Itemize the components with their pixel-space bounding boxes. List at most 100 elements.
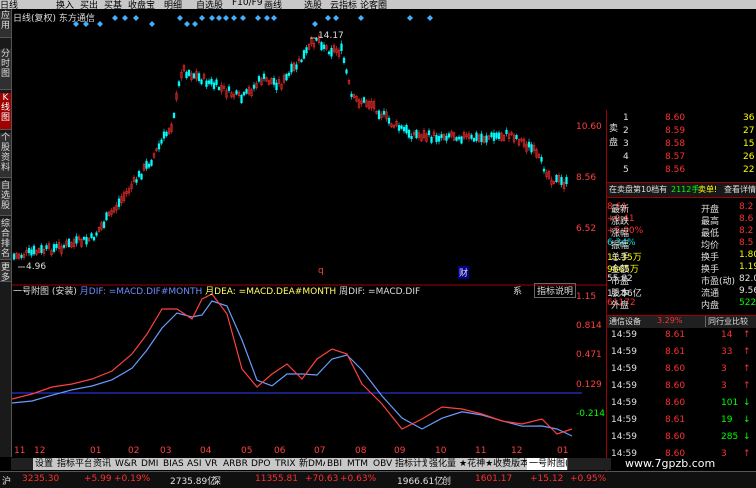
nav-item-2[interactable]: K线图 [0, 93, 11, 130]
candle-body [142, 163, 146, 171]
candle-body [242, 91, 246, 96]
tab-3[interactable]: W&R [113, 458, 140, 470]
tab-4[interactable]: DMI [139, 458, 162, 470]
ind-y-label-5: -0.214 [576, 409, 606, 419]
tab-17[interactable]: ★花神★收费版本 [457, 458, 528, 470]
candle-body [147, 163, 151, 168]
menu-item-8[interactable]: 画线 [264, 1, 283, 9]
signal-diamond [216, 15, 222, 21]
tab-6[interactable]: ASI [185, 458, 204, 470]
orderbook-level[interactable]: 3 8.58 15 [607, 139, 756, 152]
candle-body [397, 125, 401, 131]
candle-body [32, 245, 36, 255]
candle-body [157, 143, 161, 150]
stat-value: +0.41 [607, 214, 635, 224]
candle-body [530, 144, 533, 153]
candle-body [187, 70, 191, 76]
signal-diamond [149, 21, 155, 27]
signal-diamond [312, 21, 318, 27]
sector-compare-button[interactable]: 同行业比较 [705, 316, 748, 327]
orderbook-level[interactable]: 2 8.59 27 [607, 126, 756, 139]
orderbook-level[interactable]: 1 8.60 36 [607, 113, 756, 126]
candle-body [275, 82, 278, 90]
candle-body [317, 35, 321, 43]
candle-body [537, 154, 541, 158]
candle-body [520, 138, 523, 142]
stat-value: 9665万 [607, 265, 639, 275]
nav-item-6[interactable]: 更多 [0, 263, 11, 283]
tab-16[interactable]: 强化量 [427, 458, 458, 470]
candle-body [20, 254, 23, 258]
tick-row: 14:59 8.60 101 ↓ [607, 398, 756, 411]
menu-item-2[interactable]: 买出 [80, 1, 99, 9]
candle-body [212, 82, 216, 89]
tab-0[interactable]: 设置 [33, 458, 56, 470]
alert-detail-link[interactable]: 查看详情 [724, 185, 756, 194]
status-l: 1601.17 [475, 474, 513, 484]
candle-body [145, 160, 148, 169]
sector-bar[interactable]: 通信设备 3.29% 同行业比较 [607, 315, 756, 328]
stat-value: 61172 [607, 298, 636, 308]
tab-8[interactable]: ARBR [221, 458, 250, 470]
tab-2[interactable]: 资讯 [91, 458, 114, 470]
tab-11[interactable]: 新DMA [297, 458, 326, 470]
candle-body [292, 62, 296, 72]
candle-body [185, 71, 188, 79]
candle-body [30, 249, 33, 256]
alert-bar[interactable]: 在卖盘第10档有 2112手 卖单! 查看详情 [607, 182, 756, 198]
tab-5[interactable]: BIAS [161, 458, 186, 470]
tab-10[interactable]: TRIX [273, 458, 298, 470]
candle-body [305, 47, 308, 54]
tick-time: 14:59 [611, 364, 637, 374]
candle-body [367, 101, 371, 109]
candle-body [485, 135, 488, 143]
nav-item-5[interactable]: 综合排名 [0, 219, 11, 260]
menu-item-5[interactable]: 明细 [164, 1, 183, 9]
candle-body [270, 78, 273, 84]
menu-item-10[interactable]: 云指标 [330, 1, 358, 9]
candle-body [410, 136, 413, 140]
candle-body [65, 240, 68, 246]
menu-item-3[interactable]: 买基 [104, 1, 123, 9]
menu-item-0[interactable]: 日线 [0, 1, 19, 9]
tab-15[interactable]: 指标计划 [393, 458, 428, 470]
x-axis-month: 01 [90, 446, 101, 456]
tab-14[interactable]: OBV [371, 458, 394, 470]
candle-body [240, 94, 243, 104]
tab-13[interactable]: MTM [345, 458, 372, 470]
nav-item-1[interactable]: 分时图 [0, 49, 11, 90]
candle-body [452, 132, 456, 141]
menu-item-11[interactable]: 论客圈 [360, 1, 388, 9]
orderbook-level[interactable]: 5 8.56 22 [607, 165, 756, 178]
level-num: 4 [623, 152, 629, 162]
menu-item-9[interactable]: 选股 [304, 1, 323, 9]
menu-item-6[interactable]: 自选股 [196, 1, 224, 9]
nav-item-4[interactable]: 自选股 [0, 181, 11, 216]
ind-y-label-2: 0.814 [576, 321, 602, 331]
stat-value: 6.34% [607, 238, 636, 248]
candle-body [165, 131, 168, 137]
menu-item-1[interactable]: 换入 [56, 1, 75, 9]
candle-body [387, 117, 391, 124]
tab-12[interactable]: BBI [325, 458, 346, 470]
candle-body [422, 129, 426, 139]
candle-body [205, 80, 208, 87]
menu-item-7[interactable]: F10/F9 [232, 0, 263, 8]
level-volume: 15 [743, 139, 755, 149]
marker-cai[interactable]: 财 [458, 266, 470, 279]
menu-item-4[interactable]: 收盘宝 [128, 1, 156, 9]
nav-item-3[interactable]: 个股资料 [0, 133, 11, 178]
orderbook-level[interactable]: 4 8.57 26 [607, 152, 756, 165]
tab-7[interactable]: VR [203, 458, 222, 470]
tick-price: 8.61 [665, 415, 686, 425]
indicator-help-button[interactable]: 指标说明 [534, 283, 577, 298]
tab-9[interactable]: DPO [249, 458, 274, 470]
nav-item-0[interactable]: 应用 [0, 11, 11, 38]
candle-body [550, 179, 553, 185]
indicator-sys-button[interactable]: 系 [513, 287, 523, 297]
kline-chart-area[interactable]: 11 12 01 02 03 04 05 06 07 08 09 10 11 12 01 [12, 9, 606, 457]
tab-1[interactable]: 指标平台 [55, 458, 92, 470]
candle-body [375, 111, 378, 114]
tab-18[interactable]: 一号附图(安 [527, 458, 568, 470]
candle-body [470, 134, 473, 139]
